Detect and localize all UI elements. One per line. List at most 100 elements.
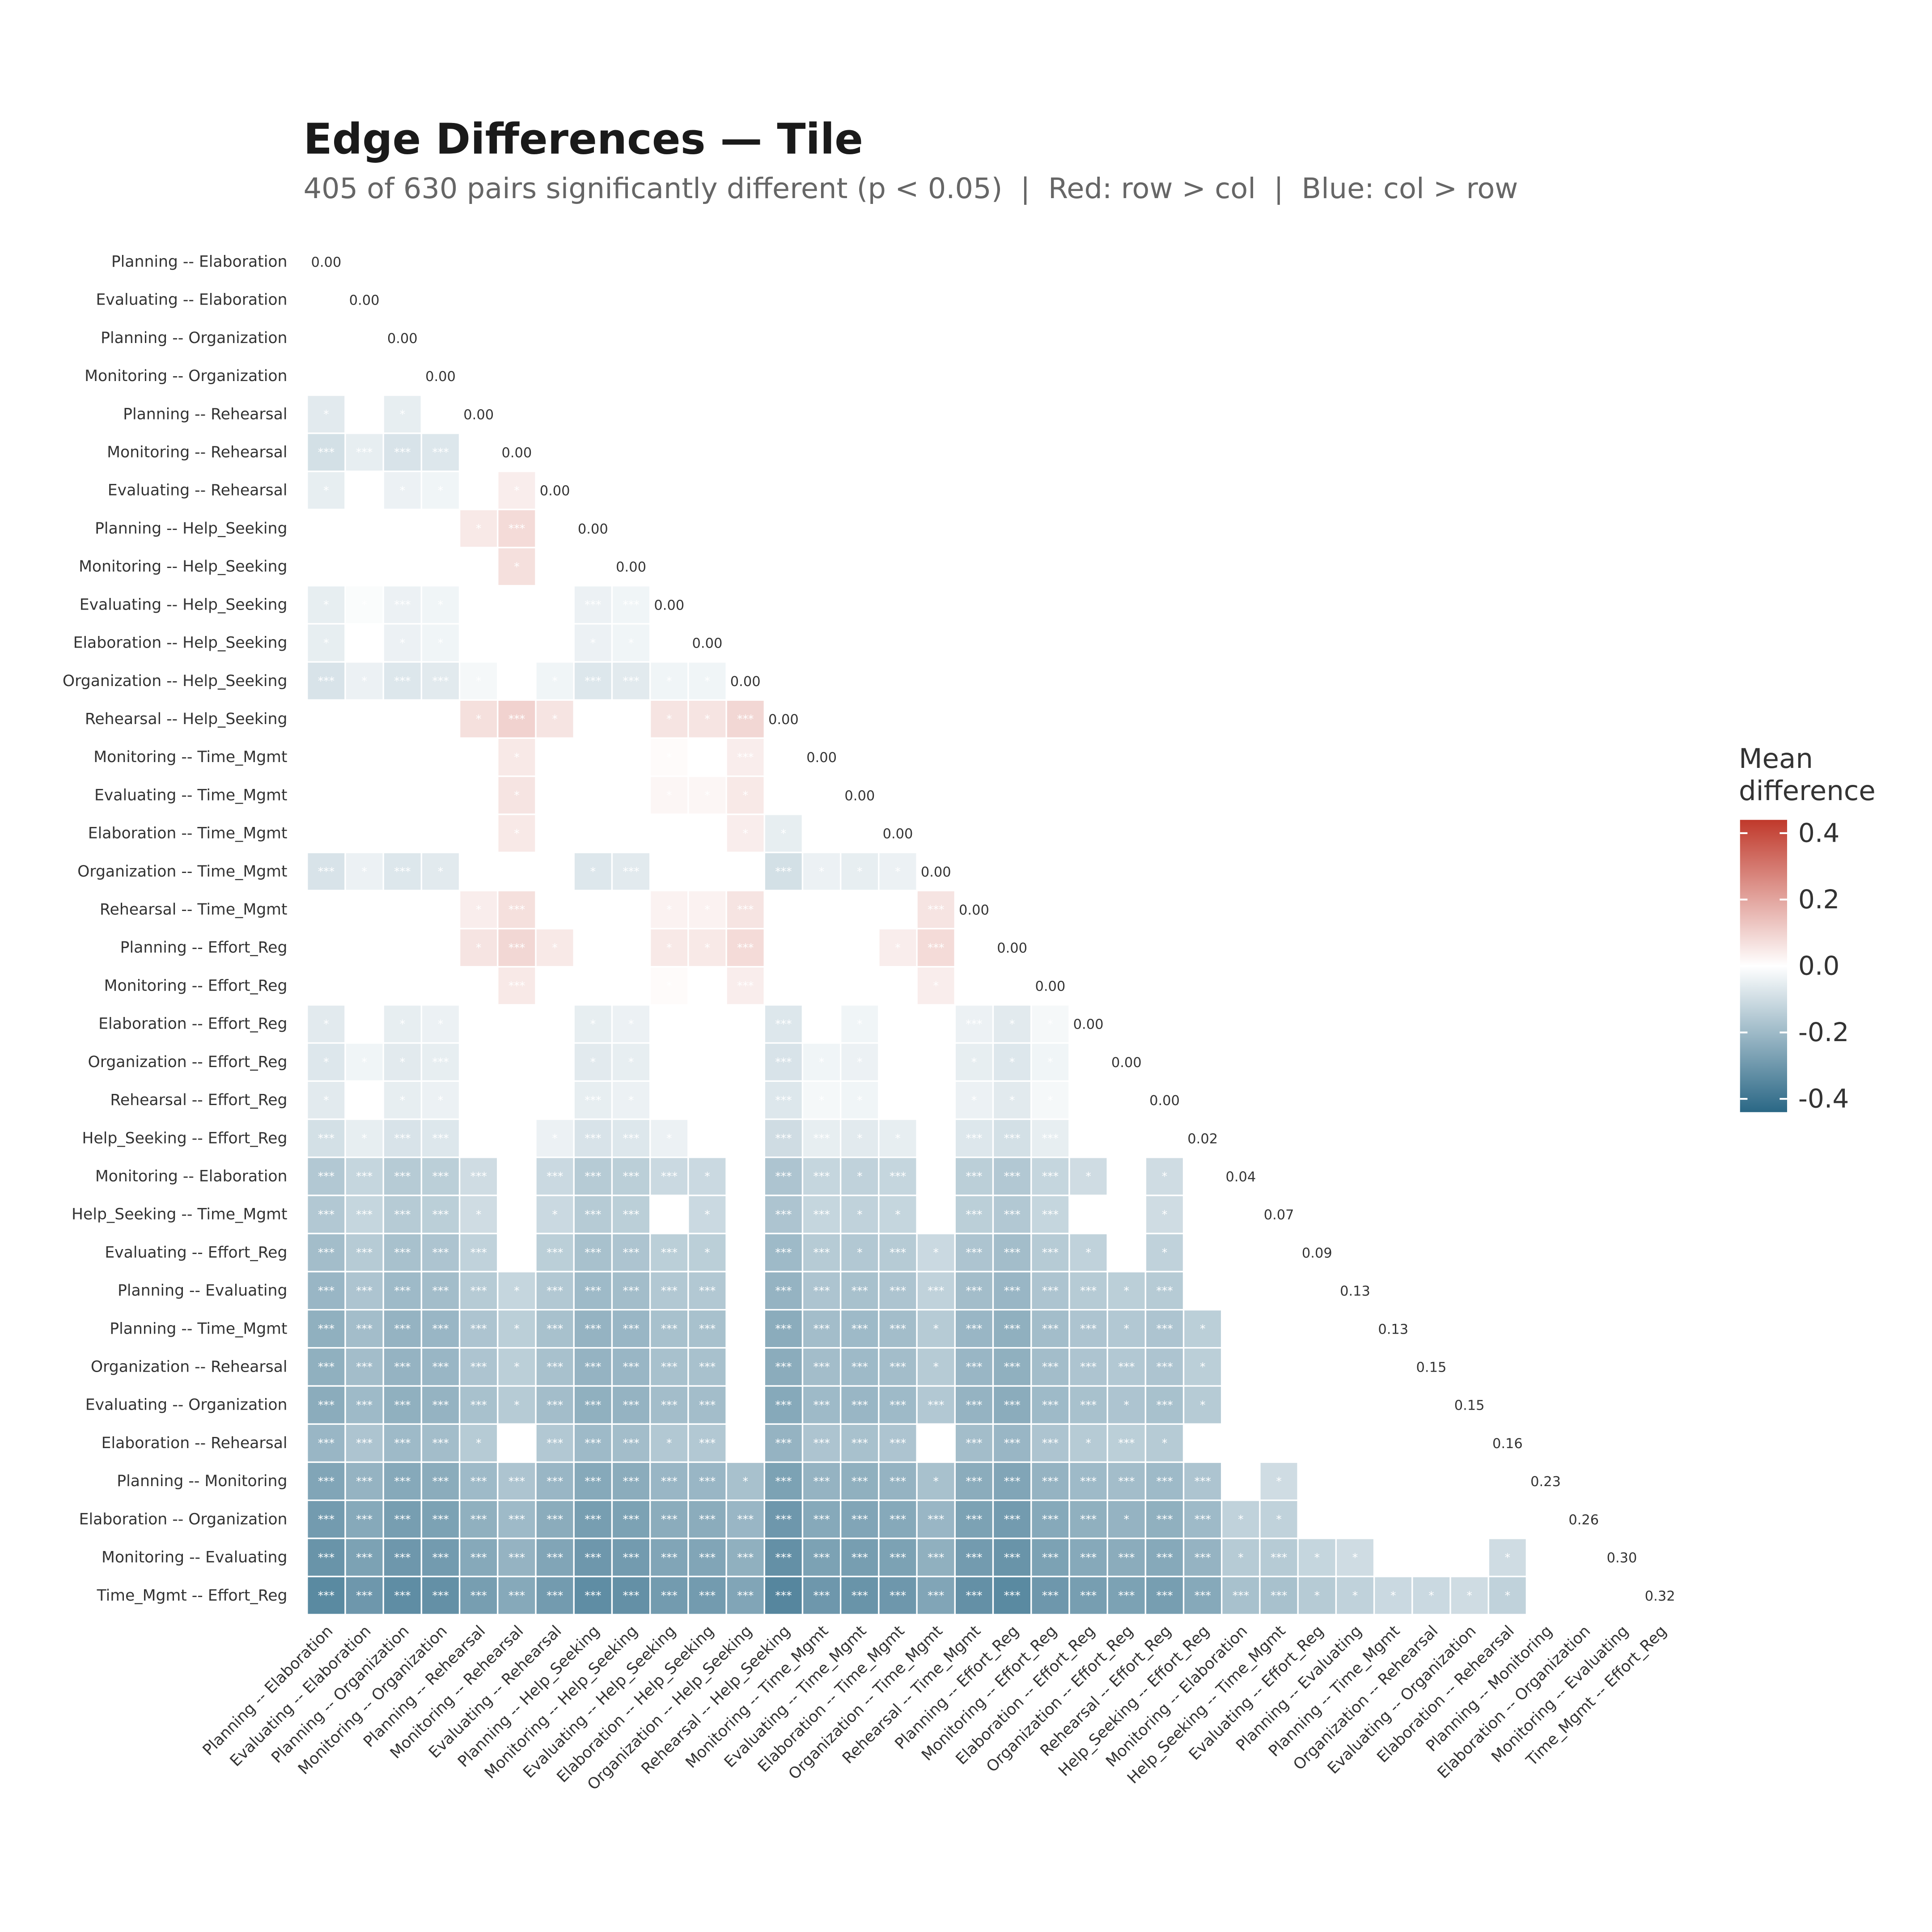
- significance-marker: ***: [737, 750, 754, 763]
- significance-marker: *: [1009, 1017, 1015, 1030]
- heatmap-cell: [916, 1423, 956, 1463]
- significance-marker: ***: [394, 1551, 411, 1564]
- significance-marker: ***: [699, 1551, 716, 1564]
- significance-marker: *: [971, 1055, 977, 1068]
- heatmap-cell: [420, 1118, 461, 1158]
- significance-marker: ***: [356, 1170, 373, 1183]
- significance-marker: *: [552, 941, 557, 954]
- significance-marker: ***: [394, 598, 411, 611]
- diagonal-value-label: 0.00: [844, 788, 875, 804]
- significance-marker: ***: [775, 1208, 792, 1221]
- significance-marker: ***: [432, 1055, 449, 1068]
- heatmap-cell: [497, 623, 537, 663]
- heatmap-cell: [344, 1347, 384, 1387]
- heatmap-cell: [954, 1500, 994, 1539]
- heatmap-cell: [497, 852, 537, 891]
- heatmap-cell: [420, 1233, 461, 1273]
- significance-marker: ***: [1042, 1131, 1059, 1144]
- significance-marker: ***: [1004, 1246, 1020, 1259]
- significance-marker: ***: [661, 1284, 678, 1297]
- diagonal-value-label: 0.00: [1111, 1055, 1142, 1071]
- heatmap-cell: [1144, 1118, 1185, 1158]
- heatmap-cell: [725, 813, 765, 853]
- heatmap-cell: [1144, 1347, 1185, 1387]
- row-label: Planning -- Help_Seeking: [95, 520, 287, 538]
- heatmap-cell: [916, 928, 956, 968]
- significance-marker: ***: [699, 1513, 716, 1526]
- heatmap-cell: [1564, 1538, 1604, 1577]
- significance-marker: ***: [623, 1208, 639, 1221]
- heatmap-cell: [1068, 1347, 1108, 1387]
- significance-marker: *: [895, 1131, 900, 1144]
- heatmap-cell: [1068, 1271, 1108, 1311]
- significance-marker: ***: [661, 1246, 678, 1259]
- heatmap-cell: [306, 699, 346, 739]
- significance-marker: *: [361, 598, 367, 611]
- heatmap-cell: [1297, 1309, 1337, 1349]
- heatmap-cell: [801, 1118, 842, 1158]
- diagonal-value-label: 0.00: [959, 902, 989, 918]
- heatmap-cell: [801, 1309, 842, 1349]
- significance-marker: ***: [1080, 1360, 1097, 1373]
- significance-marker: *: [476, 1436, 481, 1449]
- significance-marker: ***: [890, 1551, 906, 1564]
- heatmap-cell: [1373, 1461, 1413, 1501]
- significance-marker: *: [781, 827, 786, 840]
- heatmap-cell: [382, 623, 423, 663]
- heatmap-cell: [725, 1157, 765, 1196]
- heatmap-cell: [801, 928, 842, 968]
- heatmap-cell: [801, 1271, 842, 1311]
- significance-marker: ***: [699, 1360, 716, 1373]
- heatmap-cell: [1259, 1423, 1299, 1463]
- heatmap-cell: [573, 699, 613, 739]
- significance-marker: ***: [699, 1474, 716, 1487]
- heatmap-cell: [916, 1157, 956, 1196]
- heatmap-cell: [420, 775, 461, 815]
- heatmap-cell: [306, 966, 346, 1006]
- heatmap-cell: [458, 737, 499, 777]
- heatmap-cell: [1297, 1347, 1337, 1387]
- significance-marker: ***: [966, 1360, 982, 1373]
- significance-marker: ***: [356, 1474, 373, 1487]
- heatmap-cell: [725, 1271, 765, 1311]
- significance-marker: ***: [1080, 1474, 1097, 1487]
- heatmap-cell: [573, 1500, 613, 1539]
- significance-marker: ***: [813, 1360, 830, 1373]
- significance-marker: *: [666, 979, 672, 992]
- significance-marker: *: [1124, 1322, 1129, 1335]
- significance-marker: *: [476, 941, 481, 954]
- colorbar-tick-label: -0.4: [1798, 1083, 1849, 1114]
- heatmap-cell: [801, 1004, 842, 1044]
- significance-marker: ***: [547, 1589, 563, 1602]
- significance-marker: ***: [470, 1322, 487, 1335]
- row-label: Monitoring -- Evaluating: [102, 1549, 287, 1567]
- significance-marker: *: [742, 1474, 748, 1487]
- row-label: Help_Seeking -- Time_Mgmt: [72, 1206, 287, 1224]
- heatmap-cell: [573, 1538, 613, 1577]
- heatmap-cell: [916, 890, 956, 930]
- heatmap-cell: [535, 928, 575, 968]
- heatmap-cell: [840, 928, 880, 968]
- heatmap-cell: [535, 585, 575, 625]
- heatmap-cell: [535, 775, 575, 815]
- heatmap-cell: [878, 966, 918, 1006]
- significance-marker: ***: [661, 1322, 678, 1335]
- diagonal-value-label: 0.00: [1073, 1017, 1104, 1033]
- heatmap-cell: [1411, 1576, 1451, 1615]
- diagonal-value-label: 0.26: [1568, 1512, 1599, 1528]
- row-label: Monitoring -- Time_Mgmt: [93, 748, 287, 766]
- significance-marker: ***: [737, 941, 754, 954]
- significance-marker: ***: [508, 979, 525, 992]
- heatmap-cell: [1221, 1385, 1261, 1425]
- significance-marker: ***: [432, 1246, 449, 1259]
- heatmap-cell: [306, 1385, 346, 1425]
- significance-marker: ***: [508, 941, 525, 954]
- heatmap-cell: [573, 737, 613, 777]
- heatmap-cell: [649, 1538, 689, 1577]
- heatmap-cell: [1030, 1004, 1070, 1044]
- significance-marker: *: [361, 1131, 367, 1144]
- significance-marker: ***: [318, 1170, 335, 1183]
- heatmap-cell: [878, 1385, 918, 1425]
- heatmap-cell: [344, 1004, 384, 1044]
- heatmap-cell: [1030, 1195, 1070, 1234]
